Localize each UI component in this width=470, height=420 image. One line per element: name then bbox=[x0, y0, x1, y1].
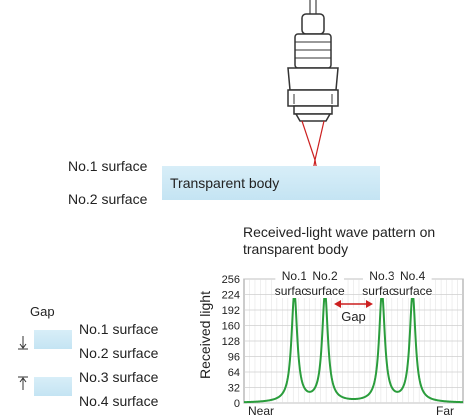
legend-surface-4-label: No.4 surface bbox=[79, 393, 159, 409]
gap-arrow-right-head bbox=[365, 300, 373, 308]
peak-label-no-3: No.3 bbox=[369, 269, 395, 283]
y-tick-192: 192 bbox=[222, 305, 240, 317]
y-tick-0: 0 bbox=[234, 398, 240, 410]
legend-surface-1-label: No.1 surface bbox=[79, 321, 159, 337]
gap-label: Gap bbox=[341, 309, 366, 324]
legend-band-lower bbox=[34, 377, 72, 396]
top-surface-1-label: No.1 surface bbox=[68, 158, 148, 174]
chart-grid bbox=[243, 278, 464, 404]
y-tick-128: 128 bbox=[222, 336, 240, 348]
peak-label-bg-4 bbox=[393, 269, 432, 298]
y-tick-64: 64 bbox=[228, 367, 240, 379]
peak-label-surface-3: surface bbox=[362, 284, 402, 298]
legend-band-upper bbox=[34, 330, 72, 349]
y-tick-224: 224 bbox=[222, 290, 240, 302]
gap-arrow-left-head bbox=[334, 300, 342, 308]
legend-surface-3-label: No.3 surface bbox=[79, 369, 159, 385]
gap-arrows-icon bbox=[18, 336, 28, 390]
peak-label-surface-1: surface bbox=[275, 284, 315, 298]
peak-label-bg-2 bbox=[306, 269, 345, 298]
chart-title: Received-light wave pattern on transpare… bbox=[243, 224, 436, 257]
y-tick-96: 96 bbox=[228, 352, 240, 364]
gap-label-bg bbox=[337, 308, 370, 324]
x-label-far: Far bbox=[436, 404, 454, 418]
peak-label-no-4: No.4 bbox=[400, 269, 426, 283]
y-tick-256: 256 bbox=[222, 274, 240, 286]
peak-label-no-1: No.1 bbox=[282, 269, 308, 283]
y-tick-32: 32 bbox=[228, 383, 240, 395]
waveform-line bbox=[243, 292, 464, 404]
transparent-body-band bbox=[162, 166, 380, 200]
peak-label-surface-2: surface bbox=[305, 284, 345, 298]
y-tick-160: 160 bbox=[222, 321, 240, 333]
sensor-head-illustration bbox=[287, 0, 339, 199]
y-tick-labels: 0 32 64 96 128 160 192 224 256 bbox=[222, 274, 240, 410]
transparent-body-label: Transparent body bbox=[170, 175, 280, 191]
legend-surface-2-label: No.2 surface bbox=[79, 345, 159, 361]
peak-labels: No.1surfaceNo.2surfaceNo.3surfaceNo.4sur… bbox=[275, 269, 433, 324]
legend-gap-label: Gap bbox=[30, 304, 55, 319]
plot-area bbox=[243, 292, 464, 404]
top-surface-2-label: No.2 surface bbox=[68, 191, 148, 207]
peak-label-no-2: No.2 bbox=[312, 269, 338, 283]
peak-label-surface-4: surface bbox=[393, 284, 433, 298]
x-label-near: Near bbox=[248, 404, 274, 418]
